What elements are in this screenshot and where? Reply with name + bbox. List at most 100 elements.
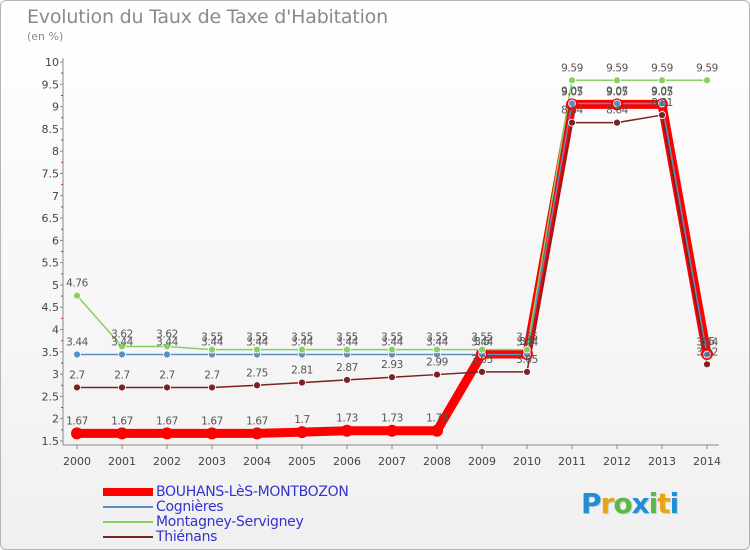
data-point	[73, 291, 81, 300]
x-tick-label: 2014	[693, 455, 721, 468]
data-label: 8.81	[651, 97, 673, 109]
data-label: 9.59	[696, 62, 718, 74]
data-point	[253, 345, 261, 354]
data-point	[703, 360, 711, 369]
y-tick-label: 8	[52, 145, 59, 158]
y-tick-label: 4	[52, 324, 59, 337]
data-label: 9.59	[606, 62, 628, 74]
y-axis-unit: (en %)	[27, 30, 64, 43]
data-labels: 1.67 1.67 1.67 1.67 1.67 1.7 1.73 1.73 1.733.5 3.…	[66, 62, 719, 427]
data-label: 3.44	[471, 336, 493, 348]
data-point	[386, 424, 398, 437]
x-tick-label: 2003	[198, 455, 226, 468]
data-label: 1.73	[426, 413, 448, 425]
y-tick-label: 4.5	[42, 301, 60, 314]
data-point	[253, 381, 261, 390]
data-label: 1.7	[294, 414, 310, 426]
data-point	[161, 427, 173, 440]
data-label: 1.73	[381, 413, 403, 425]
data-point	[163, 350, 171, 359]
data-label: 9.05	[561, 86, 583, 98]
data-point	[658, 111, 666, 119]
data-label: 9.59	[651, 62, 673, 74]
data-label: 4.76	[66, 278, 88, 290]
data-point	[523, 367, 531, 376]
y-tick-label: 9	[52, 101, 59, 114]
data-label: 2.7	[204, 369, 220, 381]
data-label: 3.5	[519, 336, 535, 348]
data-point	[433, 370, 441, 379]
x-tick-label: 2011	[558, 455, 586, 468]
data-label: 3.44	[66, 336, 88, 348]
data-label: 9.59	[561, 62, 583, 74]
data-label: 3.44	[201, 336, 223, 348]
legend-swatch	[103, 506, 153, 508]
data-label: 3.62	[111, 328, 133, 340]
data-label: 3.44	[291, 336, 313, 348]
data-point	[478, 367, 486, 376]
data-label: 1.67	[246, 415, 268, 427]
data-label: 2.87	[336, 362, 358, 374]
data-point	[298, 378, 306, 387]
y-tick-label: 5.5	[42, 257, 60, 270]
data-label: 3.44	[246, 336, 268, 348]
data-point	[433, 345, 441, 354]
data-label: 2.99	[426, 357, 448, 369]
legend-label: Montagney-Servigney	[156, 514, 304, 530]
data-point	[658, 99, 666, 108]
x-tick-label: 2013	[648, 455, 676, 468]
legend: BOUHANS-LèS-MONTBOZON Cognières Montagney-…	[103, 485, 349, 545]
data-label: 1.67	[66, 415, 88, 427]
data-label: 9.07	[651, 85, 673, 97]
data-point	[431, 424, 443, 437]
data-label: 3.55	[381, 332, 403, 344]
x-tick-label: 2004	[243, 455, 271, 468]
x-tick-label: 2007	[378, 455, 406, 468]
legend-item: Thiénans	[103, 530, 349, 545]
y-tick-label: 10	[45, 56, 59, 69]
data-point	[118, 342, 126, 351]
data-label: 1.67	[111, 415, 133, 427]
brand-letter: o	[613, 487, 632, 520]
legend-item: Montagney-Servigney	[103, 515, 349, 530]
legend-item: Cognières	[103, 500, 349, 515]
x-tick-label: 2009	[468, 455, 496, 468]
y-tick-label: 7.5	[42, 167, 60, 180]
data-label: 3.44	[426, 336, 448, 348]
data-label: 1.67	[201, 415, 223, 427]
x-tick-label: 2006	[333, 455, 361, 468]
data-point	[208, 345, 216, 354]
data-label: 3.05	[516, 354, 538, 366]
data-label: 3.55	[426, 332, 448, 344]
data-label: 3.62	[156, 328, 178, 340]
legend-swatch	[103, 521, 153, 523]
x-tick-label: 2001	[108, 455, 136, 468]
x-tick-label: 2005	[288, 455, 316, 468]
series-line-0	[77, 99, 712, 438]
data-point	[568, 118, 576, 127]
data-label: 3.44	[156, 336, 178, 348]
data-point	[73, 383, 81, 392]
data-point	[208, 383, 216, 392]
data-point	[568, 76, 576, 85]
y-tick-label: 6.5	[42, 212, 60, 225]
data-label: 2.93	[381, 359, 403, 371]
y-tick-label: 7	[52, 190, 59, 203]
x-tick-label: 2000	[63, 455, 91, 468]
data-label: 3.44	[696, 336, 718, 348]
data-point	[296, 426, 308, 439]
y-tick-label: 2.5	[42, 390, 60, 403]
data-label: 3.05	[471, 354, 493, 366]
data-label: 3.44	[516, 336, 538, 348]
x-tick-label: 2002	[153, 455, 181, 468]
data-point	[73, 350, 81, 359]
x-tick-label: 2010	[513, 455, 541, 468]
data-point	[478, 345, 486, 354]
data-label: 2.7	[69, 369, 85, 381]
data-point	[343, 345, 351, 354]
data-point	[298, 345, 306, 354]
data-label: 3.22	[696, 346, 718, 358]
data-point	[163, 342, 171, 351]
data-point	[163, 383, 171, 392]
axes: 1.5 2 2.5 3 3.5 4 4.5 5 5.5 6 6.5 7 7.5 8 8.5 9 9.5 10 200…	[42, 56, 722, 468]
